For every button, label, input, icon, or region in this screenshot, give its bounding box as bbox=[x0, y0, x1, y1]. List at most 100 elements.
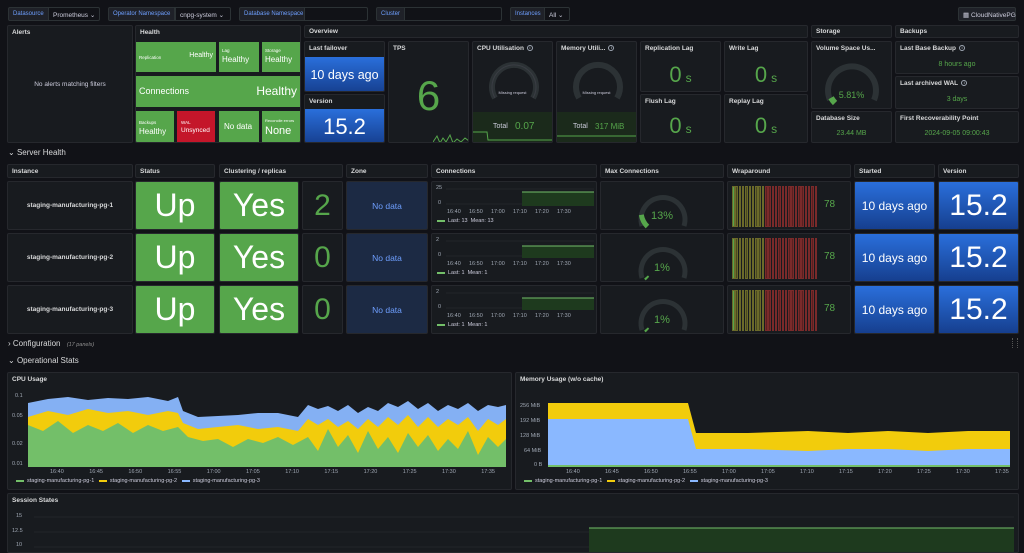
connections-cell: 25 0 16:40 16:50 17:00 17:10 17:20 17:30 Last:… bbox=[431, 181, 597, 230]
legend-item[interactable]: staging-manufacturing-pg-3 bbox=[689, 478, 768, 484]
zone-header: Zone bbox=[346, 164, 428, 178]
memory-total-sparkline bbox=[557, 135, 636, 137]
session-states-title: Session States bbox=[12, 497, 59, 504]
memory-utilisation-title: Memory Utili... i bbox=[561, 45, 615, 52]
info-icon[interactable]: i bbox=[608, 45, 615, 52]
health-tile-value: Healthy bbox=[139, 127, 167, 136]
conn-last: Last: 13 bbox=[448, 218, 468, 224]
instances-label: Instances bbox=[510, 7, 546, 21]
cpu-xtick: 16:50 bbox=[128, 469, 143, 475]
connections-header-label: Connections bbox=[436, 168, 476, 175]
conn-mean: Mean: 1 bbox=[467, 270, 488, 276]
cpu-ytick: 0.05 bbox=[12, 413, 23, 419]
connections-cell: 2 0 16:40 16:50 17:00 17:10 17:20 17:30 Last: … bbox=[431, 233, 597, 282]
configuration-row-toggle[interactable]: › Configuration (17 panels) bbox=[8, 339, 94, 348]
info-icon[interactable]: i bbox=[959, 45, 965, 52]
health-tile-label: Backups bbox=[139, 120, 157, 125]
server-health-row-toggle[interactable]: ⌄ Server Health bbox=[8, 148, 66, 157]
tps-value: 6 bbox=[416, 72, 441, 119]
cpu-xtick: 17:05 bbox=[246, 469, 260, 475]
legend-item[interactable]: staging-manufacturing-pg-2 bbox=[98, 478, 177, 484]
connections-sparkline bbox=[446, 188, 594, 206]
storage-header: Storage bbox=[811, 25, 892, 38]
info-icon[interactable]: i bbox=[961, 80, 968, 87]
cluster-input[interactable] bbox=[404, 7, 502, 21]
conn-xtick: 16:50 bbox=[469, 313, 483, 319]
version-value: 15.2 bbox=[305, 109, 384, 142]
chevron-down-icon: ⌄ bbox=[89, 12, 96, 19]
cloudnativepg-link-button[interactable]: ▦ CloudNativePG bbox=[958, 7, 1016, 21]
last-archived-wal-label: Last archived WAL bbox=[900, 80, 959, 87]
legend-item[interactable]: staging-manufacturing-pg-2 bbox=[606, 478, 685, 484]
memory-series-pg-1-area bbox=[548, 465, 1010, 467]
datasource-select[interactable]: Prometheus ⌄ bbox=[48, 7, 100, 21]
last-base-backup-title: Last Base Backup i bbox=[900, 45, 965, 52]
health-tile-replication: Replication Healthy bbox=[136, 42, 216, 72]
wraparound-value: 78 bbox=[824, 199, 836, 210]
cpu-xtick: 17:25 bbox=[402, 469, 417, 475]
cpu-xtick: 17:20 bbox=[363, 469, 378, 475]
server-health-title: Server Health bbox=[16, 148, 66, 157]
replication-lag-value: 0 bbox=[669, 62, 682, 87]
health-tile-label: Replication bbox=[139, 55, 162, 60]
max-connections-gauge bbox=[638, 298, 688, 333]
conn-last: Last: 1 bbox=[448, 270, 465, 276]
cpu-missing-request: Missing request bbox=[498, 90, 527, 95]
operational-stats-row-toggle[interactable]: ⌄ Operational Stats bbox=[8, 356, 79, 365]
alerts-title: Alerts bbox=[12, 29, 31, 36]
tps-sparkline bbox=[433, 134, 468, 142]
connections-header: Connections bbox=[431, 164, 597, 178]
write-lag-title: Write Lag bbox=[729, 45, 759, 52]
legend-label: staging-manufacturing-pg-1 bbox=[27, 478, 95, 484]
version-header: Version bbox=[938, 164, 1019, 178]
instance-header: Instance bbox=[7, 164, 133, 178]
memory-total-label: Total bbox=[573, 123, 588, 130]
session-states-chart bbox=[34, 516, 1014, 552]
drag-handle-icon[interactable] bbox=[1012, 338, 1018, 348]
cpu-ytick: 0.01 bbox=[12, 461, 23, 467]
status-cell: Up bbox=[135, 181, 215, 230]
conn-xtick: 17:30 bbox=[557, 313, 571, 319]
cpu-total-value: 0.07 bbox=[515, 121, 535, 132]
health-tile-label: Reconcile errors bbox=[265, 118, 295, 123]
storage-title: Storage bbox=[816, 28, 841, 35]
legend-item[interactable]: staging-manufacturing-pg-1 bbox=[16, 478, 94, 484]
operator-ns-select[interactable]: cnpg-system ⌄ bbox=[175, 7, 231, 21]
last-base-backup-value: 8 hours ago bbox=[938, 61, 976, 68]
db-ns-label: Database Namespace bbox=[239, 7, 309, 21]
started-cell: 10 days ago bbox=[854, 233, 935, 282]
legend-item[interactable]: staging-manufacturing-pg-3 bbox=[181, 478, 260, 484]
memory-xtick: 16:50 bbox=[644, 469, 658, 475]
wraparound-cell: 78 bbox=[727, 181, 851, 230]
conn-mean: Mean: 1 bbox=[467, 322, 488, 328]
conn-xtick: 17:00 bbox=[491, 313, 505, 319]
instance-name: staging-manufacturing-pg-3 bbox=[26, 306, 114, 313]
last-failover-title: Last failover bbox=[309, 45, 348, 52]
instance-header-label: Instance bbox=[12, 168, 39, 175]
health-tile-label: Lag bbox=[222, 48, 230, 53]
memory-xtick: 16:45 bbox=[605, 469, 619, 475]
legend-item[interactable]: staging-manufacturing-pg-1 bbox=[524, 478, 602, 484]
instances-select[interactable]: All ⌄ bbox=[544, 7, 570, 21]
last-failover-panel: Last failover 10 days ago bbox=[304, 41, 385, 92]
info-icon[interactable]: i bbox=[526, 45, 533, 52]
chevron-down-icon: ⌄ bbox=[8, 148, 15, 157]
conn-xtick: 17:00 bbox=[491, 209, 505, 215]
last-archived-wal-value: 3 days bbox=[946, 96, 968, 103]
zone-cell: No data bbox=[346, 181, 428, 230]
db-ns-input[interactable] bbox=[304, 7, 368, 21]
volume-gauge-fill bbox=[828, 96, 838, 106]
database-size-title: Database Size bbox=[816, 115, 860, 122]
memory-utilisation-label: Memory Utili... bbox=[561, 45, 606, 52]
status-cell: Up bbox=[135, 285, 215, 334]
max-connections-gauge-fill bbox=[644, 275, 650, 281]
cpu-xtick: 17:35 bbox=[481, 469, 495, 475]
last-base-backup-panel: Last Base Backup i 8 hours ago bbox=[895, 41, 1019, 74]
max-connections-value: 1% bbox=[654, 314, 670, 326]
version-cell: 15.2 bbox=[938, 181, 1019, 230]
health-panel: Health Replication Healthy Lag Healthy S… bbox=[135, 25, 301, 143]
health-tile-value: Unsynced bbox=[181, 127, 210, 134]
